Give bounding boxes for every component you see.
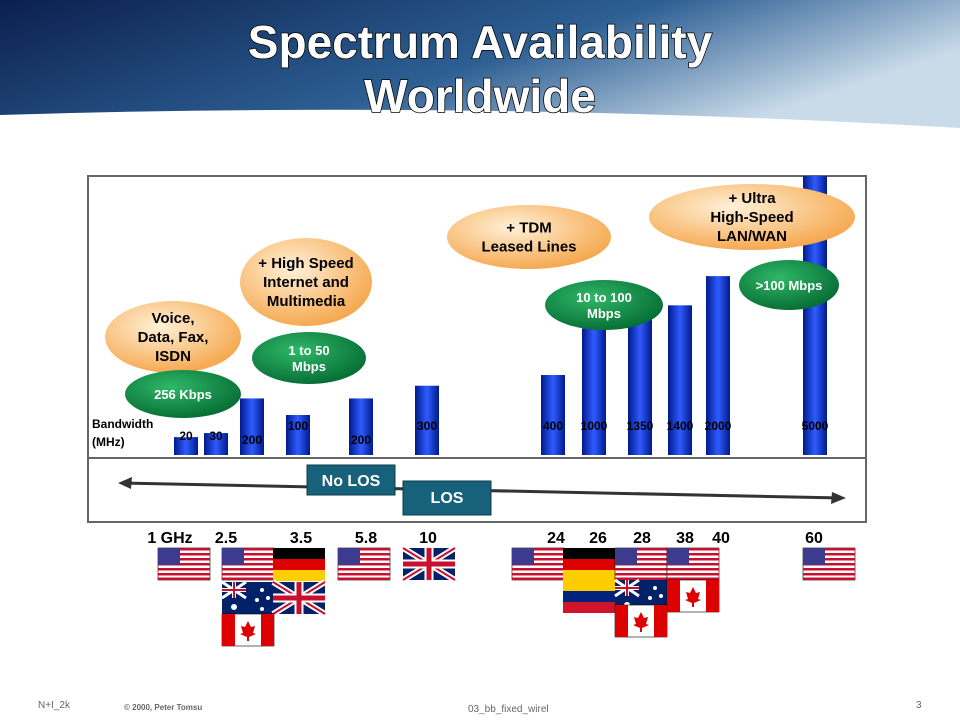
frequency: 28 bbox=[633, 530, 651, 547]
bar-label: 400 bbox=[543, 419, 563, 433]
axis-label: (MHz) bbox=[92, 435, 125, 449]
axis-label: Bandwidth bbox=[92, 417, 153, 431]
bar bbox=[628, 308, 652, 455]
frequency: 5.8 bbox=[355, 530, 377, 547]
footer-file: 03_bb_fixed_wirel bbox=[468, 704, 549, 715]
service-text: Leased Lines bbox=[481, 239, 576, 256]
rate-text: Mbps bbox=[292, 359, 326, 374]
bar-label: 200 bbox=[242, 433, 262, 447]
frequency: 2.5 bbox=[215, 530, 237, 547]
rate-bubble bbox=[125, 370, 241, 418]
service-text: Voice, bbox=[151, 310, 194, 327]
frequency: 1 GHz bbox=[147, 530, 192, 547]
footer-copyright: © 2000, Peter Tomsu bbox=[124, 703, 202, 712]
bar-label: 30 bbox=[209, 429, 223, 443]
rate-bubble bbox=[252, 332, 366, 384]
frequency: 3.5 bbox=[290, 530, 312, 547]
rate-text: Mbps bbox=[587, 306, 621, 321]
service-text: + High Speed bbox=[258, 255, 353, 272]
service-text: Internet and bbox=[263, 274, 349, 291]
service-text: + Ultra bbox=[728, 190, 776, 207]
bar bbox=[706, 276, 730, 455]
bar-label: 1400 bbox=[667, 419, 694, 433]
rate-text: 256 Kbps bbox=[154, 387, 212, 402]
frequency: 40 bbox=[712, 530, 730, 547]
service-bubble bbox=[649, 184, 855, 250]
frequency: 24 bbox=[547, 530, 565, 547]
bar-label: 2000 bbox=[705, 419, 732, 433]
los-box bbox=[402, 480, 492, 516]
rate-bubble bbox=[739, 260, 839, 310]
footer-page: 3 bbox=[916, 700, 922, 711]
bar bbox=[582, 328, 606, 455]
service-text: High-Speed bbox=[710, 209, 793, 226]
frequency: 38 bbox=[676, 530, 694, 547]
title: Spectrum Availability bbox=[248, 16, 713, 68]
bar-label: 20 bbox=[179, 429, 193, 443]
bar bbox=[541, 375, 565, 455]
bar-label: 200 bbox=[351, 433, 371, 447]
bar bbox=[349, 398, 373, 455]
no-los: No LOS bbox=[322, 473, 381, 490]
service-text: Multimedia bbox=[267, 293, 346, 310]
rate-text: >100 Mbps bbox=[756, 278, 823, 293]
footer-left: N+I_2k bbox=[38, 700, 71, 711]
bar bbox=[204, 433, 228, 455]
header-band bbox=[0, 0, 960, 128]
frequency: 26 bbox=[589, 530, 607, 547]
title: Worldwide bbox=[364, 70, 596, 122]
frequency: 60 bbox=[805, 530, 823, 547]
rate-bubble bbox=[545, 280, 663, 330]
bar-label: 100 bbox=[288, 419, 308, 433]
service-text: LAN/WAN bbox=[717, 228, 787, 245]
no-los-box bbox=[306, 464, 396, 496]
bar-label: 5000 bbox=[802, 419, 829, 433]
bar-label: 300 bbox=[417, 419, 437, 433]
bar bbox=[286, 415, 310, 455]
rate-text: 10 to 100 bbox=[576, 290, 632, 305]
frequency: 10 bbox=[419, 530, 437, 547]
service-bubble bbox=[447, 205, 611, 269]
bar bbox=[174, 437, 198, 455]
rate-text: 1 to 50 bbox=[288, 343, 329, 358]
bar-label: 1350 bbox=[627, 419, 654, 433]
los: LOS bbox=[431, 490, 464, 507]
bar bbox=[240, 398, 264, 455]
bar bbox=[415, 385, 439, 455]
service-text: ISDN bbox=[155, 348, 191, 365]
service-text: Data, Fax, bbox=[138, 329, 209, 346]
service-text: + TDM bbox=[506, 220, 551, 237]
bar bbox=[668, 305, 692, 455]
service-bubble bbox=[240, 238, 372, 326]
service-bubble bbox=[105, 301, 241, 373]
bar-label: 1000 bbox=[581, 419, 608, 433]
